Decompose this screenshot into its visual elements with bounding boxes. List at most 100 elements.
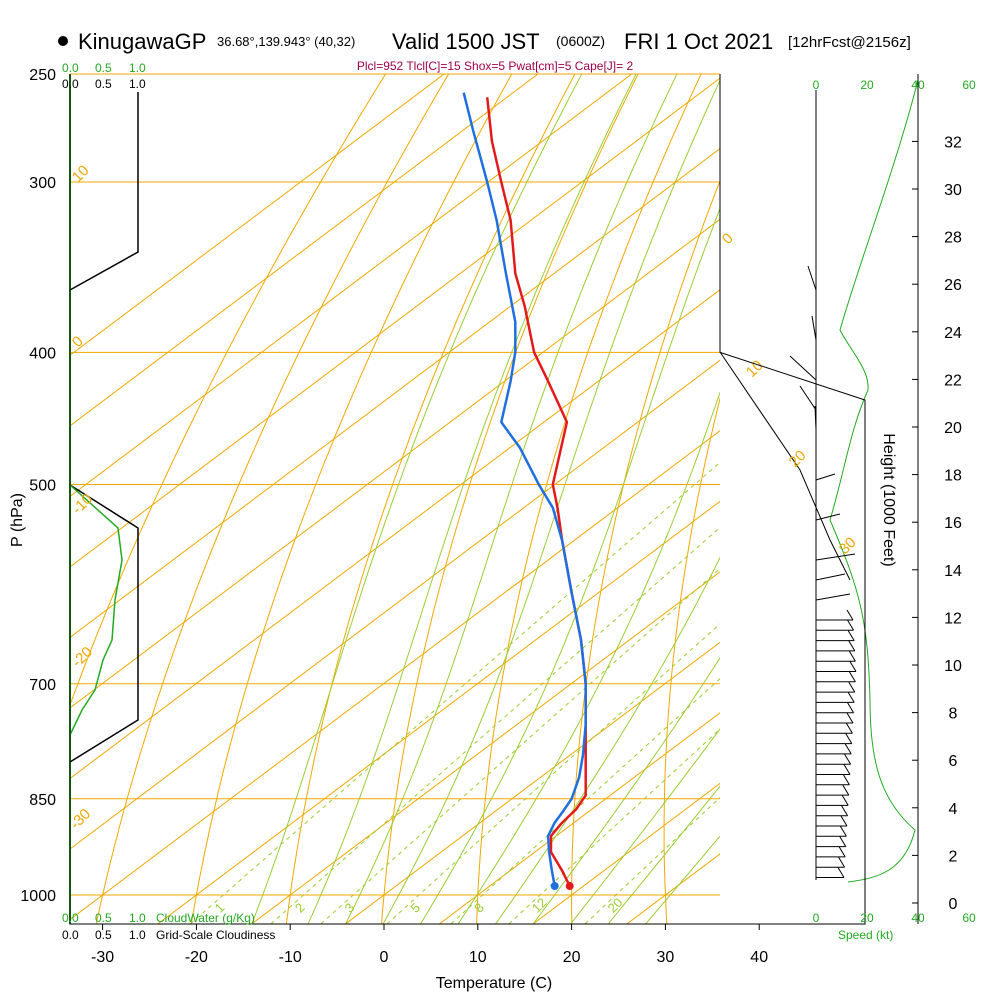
moist-adiabat-line [457,391,720,924]
isotherm-line [532,782,720,924]
height-tick-label: 10 [944,658,962,675]
mixing-ratio-line [320,567,720,924]
dry-adiabat-line [571,179,720,924]
wind-barb-feather [847,630,855,641]
cloudiness-lower [69,484,139,763]
speed-top-tick-1: 20 [860,78,874,92]
dry-adiabat-line [754,74,891,924]
wind-barb-feather [846,712,854,724]
isotherm-line [70,74,539,427]
moist-adiabat-line [607,785,720,924]
height-axis-title: Height (1000 Feet) [880,433,897,566]
wind-barb-feather [845,723,853,734]
x-tick-label: 30 [657,949,675,966]
header-indices: Plcl=952 Tlcl[C]=15 Shox=5 Pwat[cm]=5 Ca… [357,59,634,73]
wind-barb-shaft [789,355,817,381]
cloud-top2-label-0: 0.0 [62,77,79,91]
speed-bottom-tick-1: 20 [860,911,874,925]
header-valid: Valid 1500 JST [392,29,540,54]
wind-barb-shaft [807,265,817,291]
wind-barb-feather [837,867,845,878]
pressure-tick-label: 1000 [20,888,56,905]
x-tick-label: 20 [563,949,581,966]
cloud-bottom-label-2: 1.0 [129,911,146,925]
cloud-top2-label-2: 1.0 [129,77,146,91]
wind-barb-feather [849,661,857,672]
height-tick-label: 8 [949,706,958,723]
x-tick-label: 40 [750,949,768,966]
moist-adiabat-line [532,657,720,924]
mixing-ratio-line [508,728,720,924]
speed-top-tick-3: 60 [962,78,976,92]
wind-barb-feather [841,805,849,816]
height-tick-label: 0 [949,896,958,913]
isotherm-line [70,218,720,709]
wind-barb-feather [848,640,856,652]
speed-bottom-tick-0: 0 [813,911,820,925]
cloudiness-label: Grid-Scale Cloudiness [156,928,275,942]
wind-barb-shaft [815,573,846,581]
wind-barb-feather [847,702,855,713]
wind-barb-feather [847,620,855,631]
moist-adiabat-line [570,728,720,924]
dewpoint-surface-point [550,882,559,891]
wind-barb-shaft [815,513,841,521]
cloud-top-label-1: 0.5 [95,61,112,75]
wind-barb-feather [844,743,852,755]
x-tick-label: -10 [279,949,302,966]
cloud-bottom2-label-1: 0.5 [95,928,112,942]
wind-barb-feather [843,764,851,775]
moist-adiabat-line [345,74,678,924]
wind-barb-feather [848,681,856,693]
wind-barb-feather [839,826,847,837]
wind-barb-feather [840,815,848,827]
height-tick-label: 26 [944,277,962,294]
height-tick-label: 20 [944,420,962,437]
mixing-ratio-label: 20 [605,895,626,916]
header-forecast: [12hrFcst@2156z] [788,34,911,51]
mixing-ratio-label: 5 [407,900,423,916]
wind-barb-shaft [815,553,856,561]
isotherm-line [345,641,720,924]
isotherm-label: 0 [719,230,737,248]
wind-barb-shaft [811,315,817,341]
mixing-ratio-label: 2 [292,900,308,916]
x-tick-label: 0 [380,949,389,966]
height-tick-label: 12 [944,610,962,627]
height-tick-label: 30 [944,182,962,199]
cloud-top2-label-1: 0.5 [95,77,112,91]
cloud-bottom2-label-0: 0.0 [62,928,79,942]
isobar-lines [70,73,720,896]
wind-barb-feather [845,733,853,744]
wind-panel [719,79,919,883]
header-coords: 36.68°,139.943° (40,32) [217,34,355,49]
moist-adiabat-line [382,79,720,924]
mixing-ratio-line [386,623,720,924]
height-tick-label: 16 [944,515,962,532]
sounding-profiles [462,92,587,891]
isotherm-line [626,853,720,924]
height-tick-label: 24 [944,325,962,342]
dry-adiabat-line [190,74,513,924]
moist-adiabat-line [251,74,583,924]
pressure-tick-label: 400 [29,345,56,362]
cloud-bottom2-label-2: 1.0 [129,928,146,942]
wind-barb-shaft [815,593,851,601]
isotherm-line [157,500,720,924]
dry-adiabat-line [285,74,576,924]
mixing-ratio-label: 8 [471,900,487,916]
moist-adiabat-line [307,74,637,924]
height-tick-label: 14 [944,563,962,580]
dry-adiabat-line [95,74,450,924]
dry-adiabat-line [381,74,639,924]
dry-adiabat-line [70,74,386,707]
x-axis-title: Temperature (C) [436,975,552,992]
wind-barb-feather [846,609,854,621]
temperature-surface-point [565,882,574,891]
cloud-top-label-0: 0.0 [62,61,79,75]
isotherm-line [70,430,720,921]
moist-adiabat-line [495,556,720,924]
mixing-ratio-line [270,526,720,924]
panel-diagonal [719,351,851,581]
